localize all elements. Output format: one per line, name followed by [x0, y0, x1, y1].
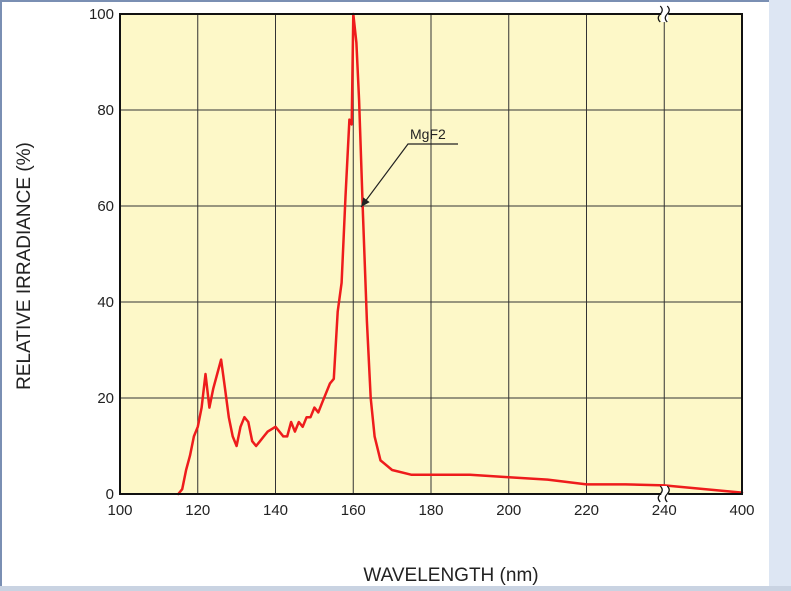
window-bottom-border [0, 586, 791, 591]
window-top-border [0, 0, 791, 2]
axis-break-gap [661, 486, 669, 502]
annotation-leader-line [360, 143, 458, 208]
series-line-mgf2 [177, 12, 744, 496]
y-tick-label: 60 [97, 198, 114, 215]
grid-lines [120, 14, 742, 494]
x-tick-label: 240 [652, 502, 677, 519]
axis-break-gap [661, 6, 669, 22]
y-tick-label: 100 [89, 6, 114, 23]
window-right-band [769, 0, 791, 591]
annotation-group: MgF2 [360, 126, 458, 208]
axis-break-mark [664, 5, 670, 23]
x-tick-label: 100 [107, 502, 132, 519]
y-tick-label: 0 [106, 486, 114, 503]
axis-break-mark [657, 5, 663, 23]
axis-break-mark [657, 485, 663, 503]
axis-break-mark [664, 485, 670, 503]
annotation-arrowhead [361, 197, 370, 207]
x-tick-label: 120 [185, 502, 210, 519]
series-group [177, 12, 744, 496]
window-left-border [0, 0, 2, 591]
tick-labels: 100 120 140 160 180 200 220 240 400 0 20 40 60 80 100 [89, 6, 755, 519]
y-tick-label: 40 [97, 294, 114, 311]
x-tick-label: 400 [729, 502, 754, 519]
x-tick-label: 160 [341, 502, 366, 519]
y-tick-label: 80 [97, 102, 114, 119]
y-tick-label: 20 [97, 390, 114, 407]
x-tick-label: 200 [496, 502, 521, 519]
axis-break-marks [657, 5, 670, 503]
annotation-label-mgf2: MgF2 [410, 126, 446, 142]
x-tick-label: 140 [263, 502, 288, 519]
x-axis-title: WAVELENGTH (nm) [363, 565, 538, 586]
x-tick-label: 180 [418, 502, 443, 519]
y-axis-title: RELATIVE IRRADIANCE (%) [14, 142, 35, 390]
x-tick-label: 220 [574, 502, 599, 519]
plot-border [119, 13, 743, 495]
